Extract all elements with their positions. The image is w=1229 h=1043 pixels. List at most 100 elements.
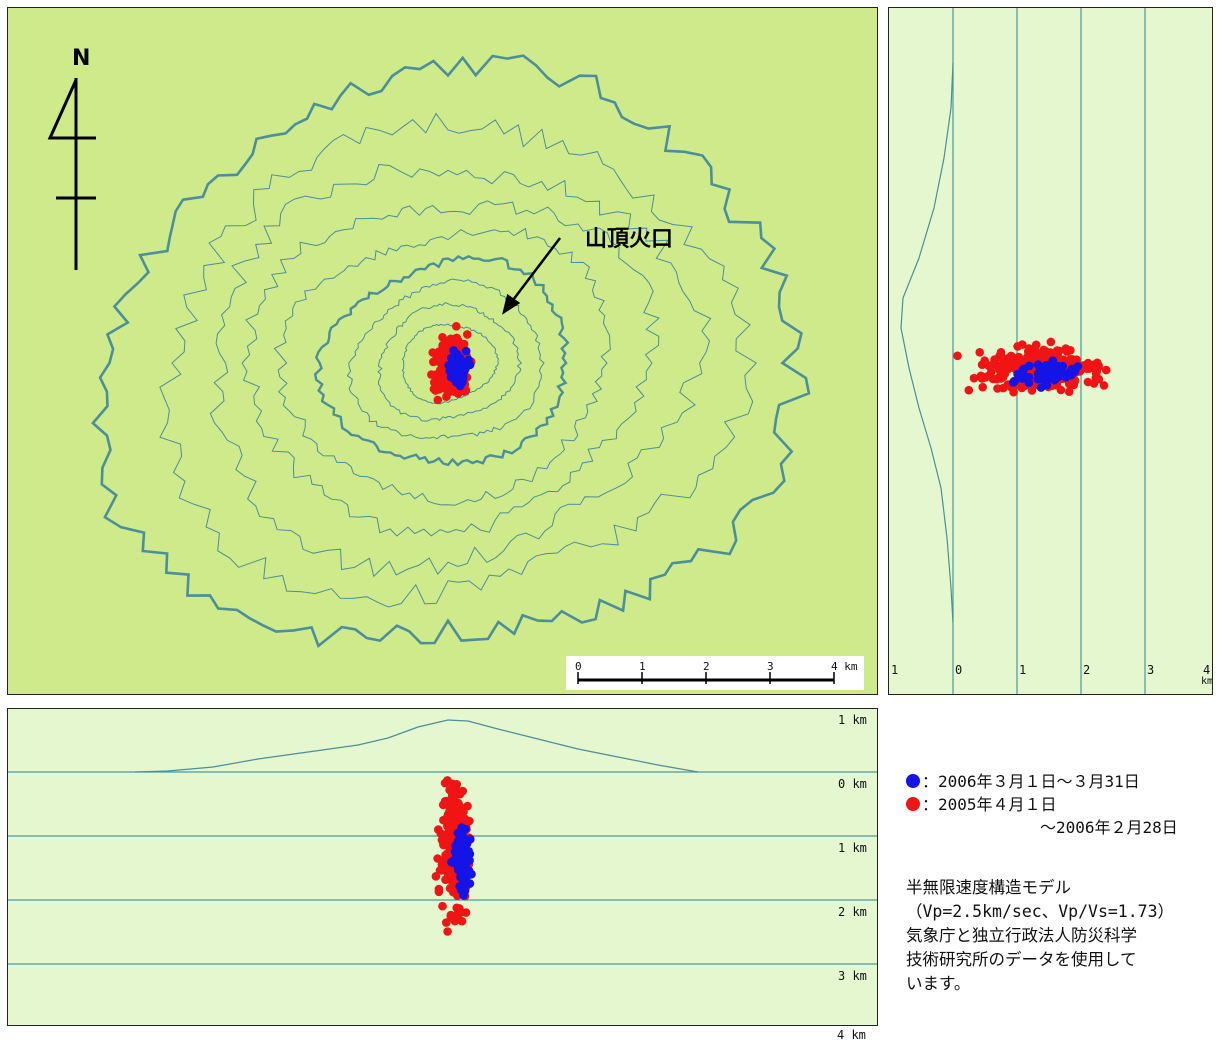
hypocenter-dot [442, 918, 451, 927]
north-label: N [72, 46, 91, 71]
hypocenter-dot [453, 844, 463, 853]
hypocenter-dot [448, 819, 458, 828]
hypocenter-dot [437, 835, 447, 845]
hypocenter-dot [456, 381, 465, 391]
hypocenter-dot [993, 384, 1002, 393]
hypocenter-dot [461, 908, 471, 917]
hypocenter-dot [456, 872, 465, 882]
scale-bar: 0 1 2 3 4 km [566, 656, 864, 690]
ew-section-plot [8, 719, 877, 965]
hypocenter-dot [429, 378, 439, 387]
distance-label: 1 [891, 663, 899, 677]
hypocenter-dot [453, 860, 462, 870]
hypocenter-dot [1099, 381, 1109, 390]
distance-label: 0 [955, 663, 963, 677]
hypocenter-dot [1033, 360, 1043, 369]
hypocenter-dot [466, 835, 475, 844]
hypocenter-dot [953, 351, 962, 361]
hypocenter-dot [1027, 386, 1037, 395]
hypocenter-dot [446, 806, 456, 815]
hypocenter-dot [451, 387, 460, 397]
hypocenter-dot [436, 355, 446, 365]
hypocenter-dot [1058, 361, 1068, 371]
scale-tick: 3 [767, 660, 774, 673]
scale-tick: 2 [703, 660, 710, 673]
hypocenter-dot [459, 833, 468, 843]
contour-line [91, 54, 811, 649]
hypocenter-dot [465, 849, 475, 859]
hypocenter-dot [1042, 380, 1052, 390]
depth-label: 2 km [838, 905, 867, 919]
legend-item-blue: ：2006年３月１日～３月31日 [906, 768, 1178, 791]
hypocenter-dot [461, 346, 471, 356]
hypocenter-dot [463, 330, 472, 339]
hypocenter-dot [1018, 340, 1027, 349]
depth-label: 3 km [838, 969, 867, 983]
hypocenter-dot [441, 384, 451, 394]
east-west-cross-section: 1 km 0 km 1 km 2 km 3 km [7, 708, 878, 1026]
hypocenter-dot [455, 353, 465, 363]
hypocenter-dot [975, 348, 984, 357]
epicenter-map: N 山頂火口 0 1 2 3 4 km [7, 7, 878, 695]
contour-line [159, 112, 758, 608]
hypocenter-dot [438, 901, 447, 911]
hypocenter-dot [449, 346, 458, 355]
depth-label: 1 km [838, 841, 867, 855]
map-contours [47, 54, 811, 649]
depth-label: 1 km [838, 713, 867, 727]
hypocenter-dot [457, 916, 467, 926]
hypocenter-dot [969, 373, 979, 383]
hypocenter-dot [457, 823, 467, 832]
model-note: 半無限速度構造モデル （Vp=2.5km/sec、Vp/Vs=1.73） 気象庁… [906, 876, 1226, 996]
hypocenter-dot [1067, 355, 1076, 365]
hypocenter-dot [450, 362, 459, 371]
hypocenter-dot [448, 871, 458, 881]
hypocenter-dot [441, 875, 450, 884]
hypocenter-dot [452, 322, 461, 331]
hypocenter-dot [1054, 346, 1064, 356]
hypocenter-dot [1073, 362, 1083, 371]
crater-arrow-icon [502, 237, 561, 315]
hypocenter-dot [996, 348, 1006, 357]
hypocenter-dot [1051, 372, 1061, 382]
hypocenter-dot [1040, 367, 1050, 377]
north-south-cross-section: 1 0 1 2 3 4 km [888, 7, 1213, 695]
hypocenter-dot [1024, 373, 1034, 382]
topography-profile [134, 719, 699, 773]
hypocenter-dot [1010, 376, 1019, 386]
hypocenter-dot [1013, 369, 1022, 379]
hypocenter-dot [462, 858, 471, 867]
legend-label: ～2006年２月28日 [1040, 818, 1178, 837]
hypocenter-dot [447, 828, 457, 838]
legend: ：2006年３月１日～３月31日 ：2005年４月１日 ～2006年２月28日 [906, 768, 1178, 837]
topography-profile [900, 62, 954, 624]
hypocenter-dot [1064, 387, 1074, 397]
hypocenter-dot [436, 829, 446, 838]
depth-label: 4 km [837, 1028, 866, 1042]
depth-label: 0 km [838, 777, 867, 791]
hypocenter-dot [434, 884, 444, 894]
unit-label: km [1201, 676, 1213, 687]
contour-line [313, 254, 570, 467]
hypocenter-dot [443, 927, 452, 936]
note-line: 気象庁と独立行政法人防災科学 [906, 926, 1137, 945]
hypocenter-dot [1040, 350, 1050, 359]
north-arrow-icon [47, 78, 96, 270]
crater-label: 山頂火口 [585, 227, 674, 252]
hypocenter-dot [1046, 337, 1056, 347]
hypocenter-dot [431, 872, 441, 881]
hypocenter-dot [983, 371, 993, 381]
hypocenter-dot [464, 355, 473, 365]
scale-tick: 4 km [831, 660, 858, 673]
distance-label: 2 [1083, 663, 1091, 677]
hypocenter-dot [433, 854, 442, 863]
hypocenter-dot [437, 866, 447, 875]
hypocenter-dot [453, 909, 462, 919]
distance-label: 4 [1203, 663, 1211, 677]
ns-section-plot [900, 8, 1146, 694]
hypocenter-dot [1028, 346, 1037, 355]
hypocenter-dot [452, 790, 461, 799]
hypocenter-dot [459, 891, 468, 900]
contour-line [241, 200, 660, 537]
hypocenter-dot [446, 911, 456, 921]
